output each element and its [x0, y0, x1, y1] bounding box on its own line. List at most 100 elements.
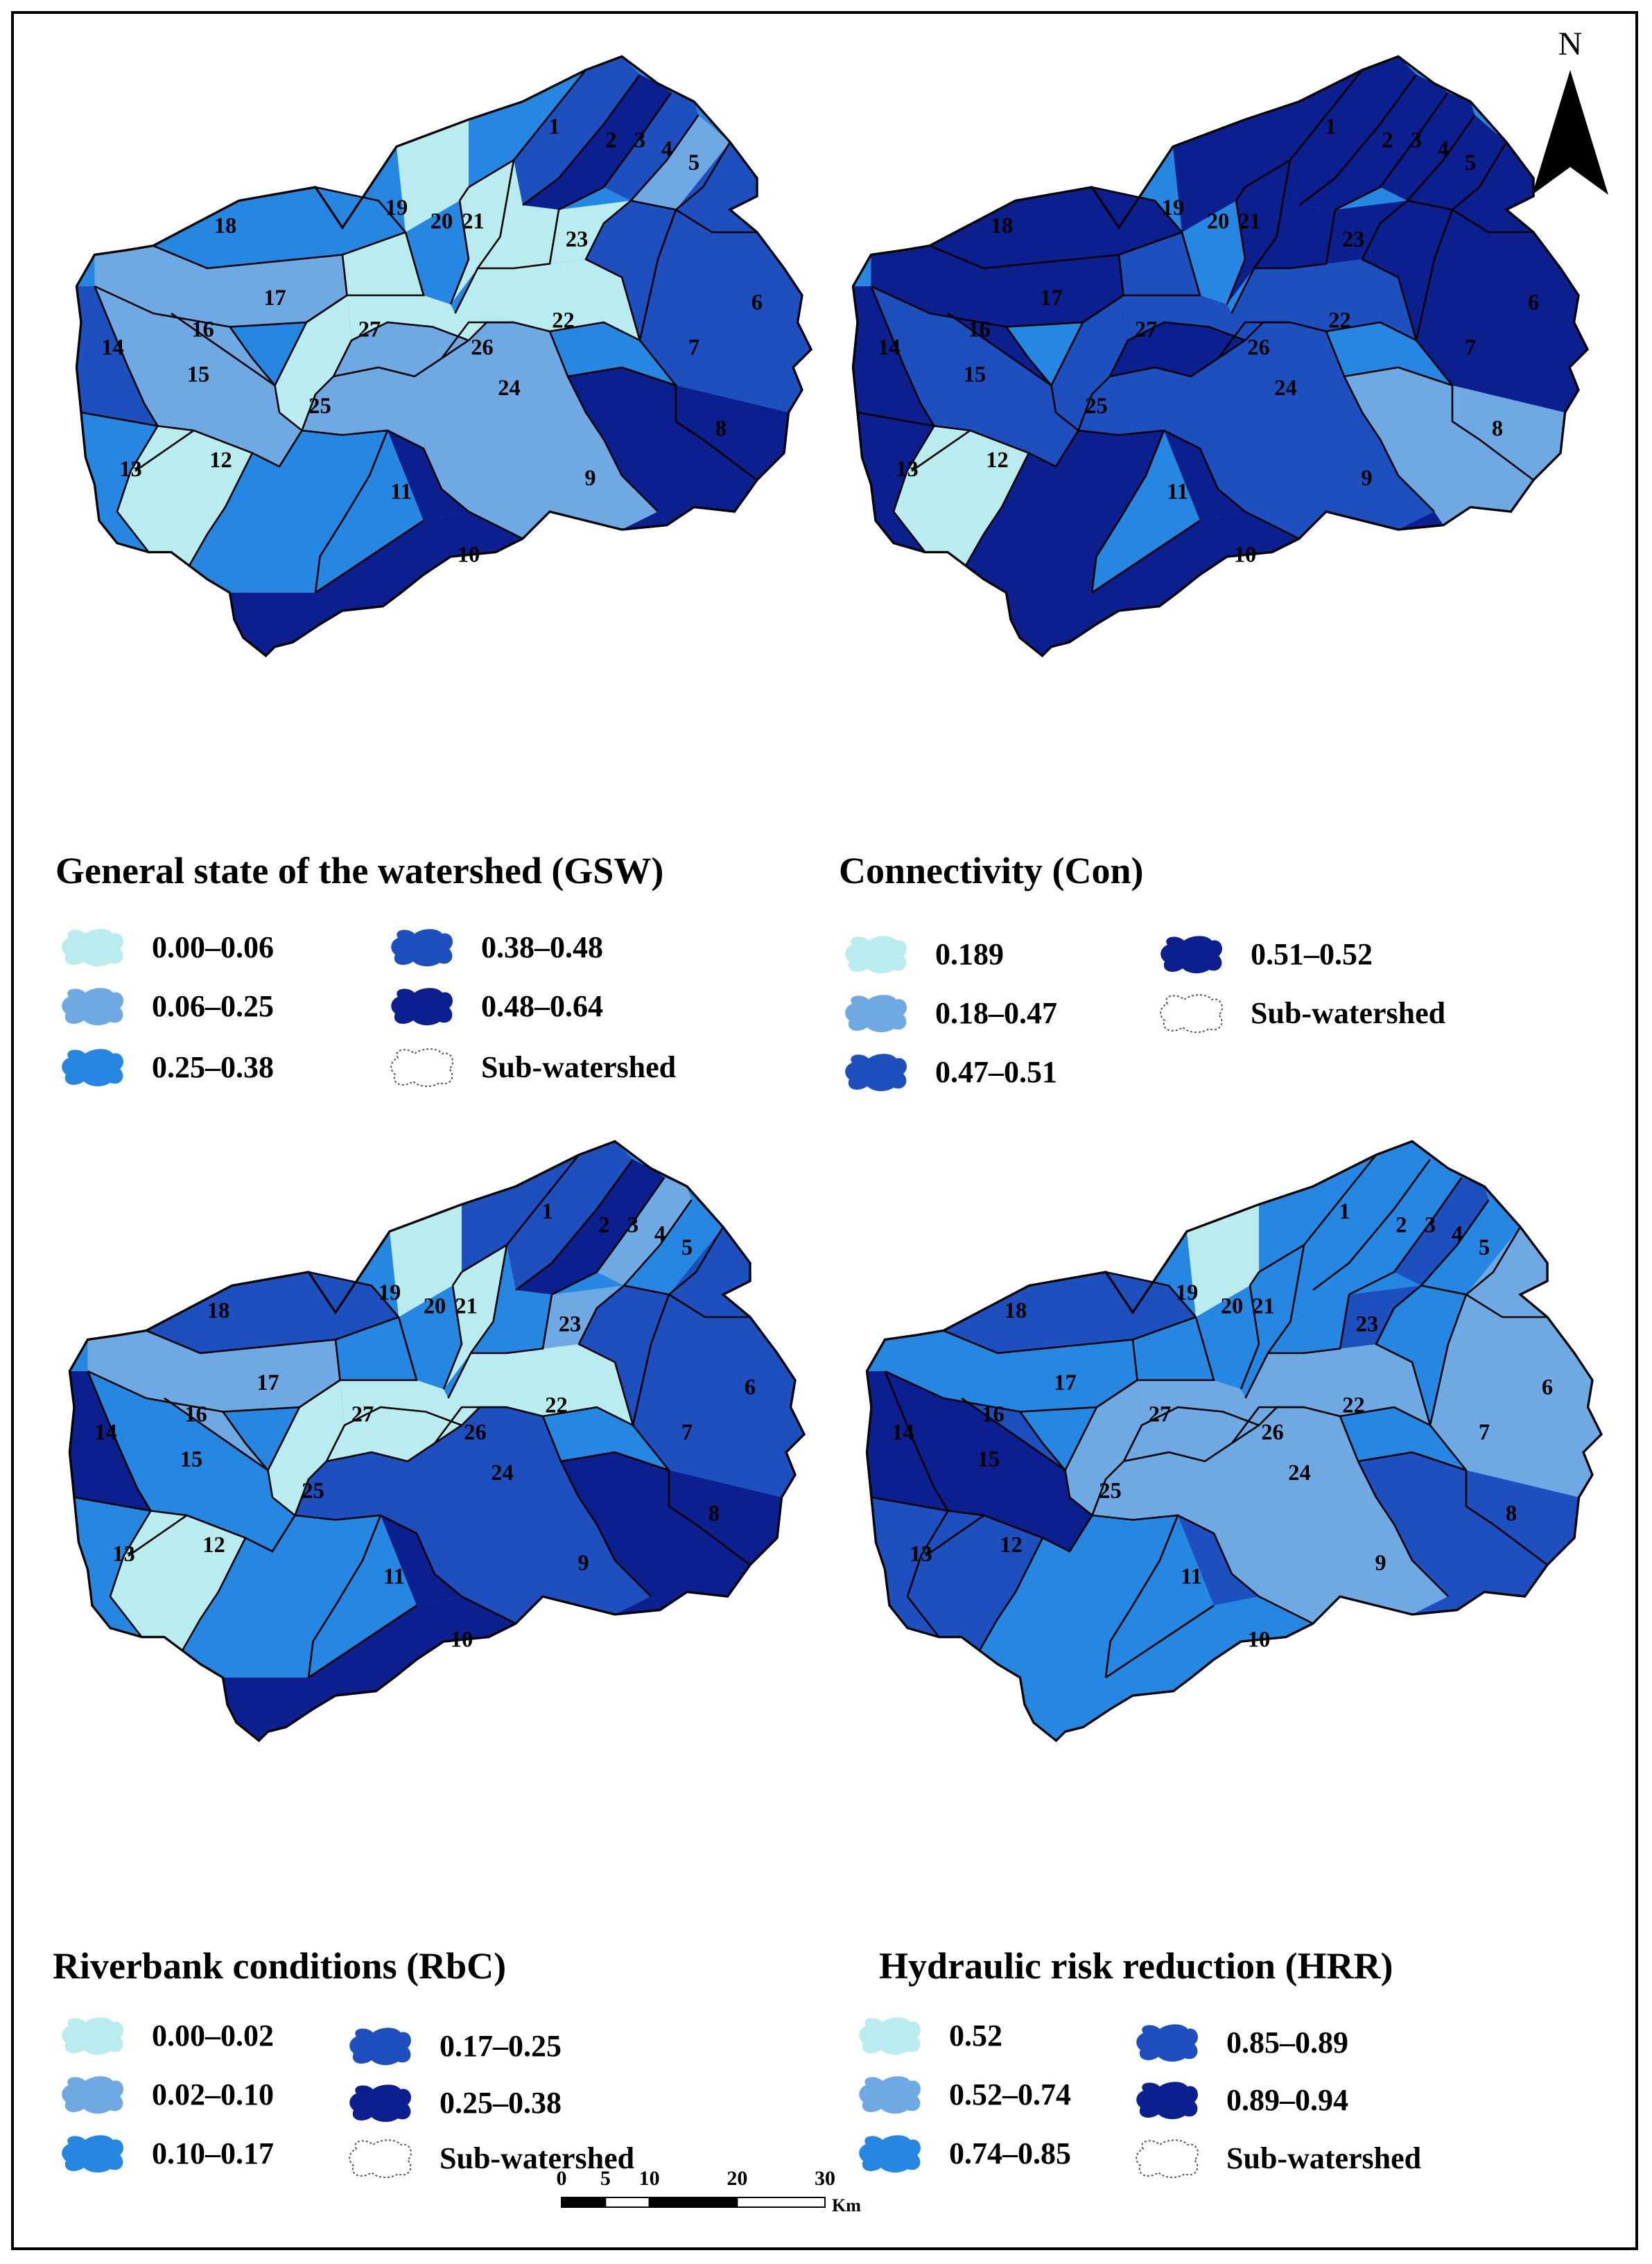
subwatershed-11[interactable] [980, 1515, 1178, 1678]
subwatershed-6[interactable] [1430, 1227, 1601, 1497]
subwatershed-label-12: 12 [202, 1533, 225, 1558]
subwatershed-17[interactable] [94, 245, 347, 327]
subwatershed-8[interactable] [568, 367, 789, 525]
subwatershed-5[interactable] [1421, 1200, 1520, 1295]
subwatershed-19[interactable] [397, 119, 469, 233]
subwatershed-19[interactable] [390, 1204, 462, 1318]
subwatershed-24[interactable] [295, 1407, 651, 1623]
north-arrow: N [1525, 25, 1615, 205]
subwatershed-6[interactable] [632, 1227, 804, 1497]
subwatershed-22[interactable] [340, 1344, 633, 1425]
subwatershed-26[interactable] [333, 322, 469, 376]
subwatershed-20[interactable] [444, 1245, 507, 1389]
subwatershed-25[interactable] [1051, 295, 1129, 430]
subwatershed-17[interactable] [87, 1330, 340, 1412]
subwatershed-13[interactable] [858, 412, 934, 552]
subwatershed-17[interactable] [885, 1330, 1138, 1412]
subwatershed-13[interactable] [871, 1497, 948, 1637]
subwatershed-22[interactable] [1137, 1344, 1431, 1425]
sub-watershed-swatch-icon [390, 1048, 453, 1087]
subwatershed-10[interactable] [223, 1596, 516, 1741]
subwatershed-18[interactable] [930, 187, 1182, 268]
legend-label: Sub-watershed [1251, 995, 1446, 1030]
subwatershed-15[interactable] [871, 286, 1079, 467]
subwatershed-15[interactable] [885, 1371, 1093, 1551]
subwatershed-19[interactable] [1173, 119, 1245, 233]
subwatershed-24[interactable] [1092, 1407, 1449, 1623]
subwatershed-6[interactable] [1416, 142, 1588, 412]
subwatershed-11[interactable] [189, 430, 388, 593]
subwatershed-4[interactable] [597, 1177, 692, 1286]
subwatershed-8[interactable] [1344, 367, 1565, 525]
subwatershed-10[interactable] [1020, 1596, 1314, 1741]
subwatershed-10[interactable] [1006, 512, 1300, 656]
subwatershed-14[interactable] [867, 1371, 948, 1511]
subwatershed-24[interactable] [302, 322, 658, 539]
subwatershed-26[interactable] [327, 1407, 462, 1461]
subwatershed-label-3: 3 [1411, 128, 1422, 153]
subwatershed-2[interactable] [1304, 1141, 1430, 1291]
subwatershed-25[interactable] [1065, 1380, 1142, 1515]
subwatershed-boundary [560, 1451, 670, 1472]
subwatershed-22[interactable] [1123, 259, 1417, 340]
subwatershed-5[interactable] [630, 115, 730, 210]
subwatershed-22[interactable] [347, 259, 640, 340]
subwatershed-20[interactable] [1241, 1245, 1304, 1389]
subwatershed-4[interactable] [1380, 92, 1475, 201]
subwatershed-4[interactable] [1394, 1177, 1489, 1286]
subwatershed-3[interactable] [523, 74, 672, 210]
subwatershed-label-15: 15 [977, 1447, 1000, 1472]
subwatershed-18[interactable] [944, 1272, 1196, 1353]
subwatershed-16[interactable] [153, 313, 275, 385]
legend-swatch-icon [859, 2076, 921, 2114]
subwatershed-boundary [623, 1199, 693, 1287]
subwatershed-20[interactable] [451, 160, 514, 304]
legend-item: 0.38–0.48 [388, 925, 603, 968]
subwatershed-boundary [188, 452, 254, 566]
subwatershed-16[interactable] [944, 1398, 1066, 1470]
subwatershed-11[interactable] [966, 430, 1164, 593]
subwatershed-label-16: 16 [184, 1402, 207, 1427]
subwatershed-label-24: 24 [1288, 1461, 1311, 1486]
subwatershed-18[interactable] [153, 187, 406, 268]
subwatershed-label-5: 5 [681, 1235, 693, 1260]
subwatershed-6[interactable] [639, 142, 811, 412]
subwatershed-5[interactable] [623, 1200, 723, 1295]
subwatershed-2[interactable] [514, 56, 640, 206]
subwatershed-4[interactable] [604, 92, 699, 201]
subwatershed-14[interactable] [69, 1371, 151, 1511]
subwatershed-boundary [1407, 114, 1476, 202]
subwatershed-boundary [1298, 73, 1418, 207]
subwatershed-5[interactable] [1407, 115, 1506, 210]
subwatershed-3[interactable] [1313, 1159, 1462, 1295]
subwatershed-13[interactable] [74, 1497, 151, 1637]
subwatershed-8[interactable] [1358, 1452, 1579, 1610]
subwatershed-16[interactable] [146, 1398, 268, 1470]
subwatershed-20[interactable] [1227, 160, 1290, 304]
subwatershed-13[interactable] [81, 412, 158, 552]
subwatershed-24[interactable] [1078, 322, 1435, 539]
subwatershed-2[interactable] [507, 1141, 633, 1291]
subwatershed-10[interactable] [229, 512, 523, 656]
subwatershed-15[interactable] [87, 1371, 295, 1551]
subwatershed-16[interactable] [930, 313, 1052, 385]
subwatershed-14[interactable] [853, 286, 934, 426]
subwatershed-boundary [1019, 1411, 1071, 1498]
subwatershed-3[interactable] [516, 1159, 665, 1295]
subwatershed-boundary [549, 321, 641, 342]
subwatershed-label-23: 23 [1356, 1312, 1379, 1336]
subwatershed-3[interactable] [1299, 74, 1448, 210]
subwatershed-19[interactable] [1187, 1204, 1259, 1318]
subwatershed-18[interactable] [146, 1272, 399, 1353]
subwatershed-25[interactable] [268, 1380, 345, 1515]
subwatershed-15[interactable] [94, 286, 302, 467]
subwatershed-11[interactable] [182, 1515, 381, 1678]
subwatershed-25[interactable] [275, 295, 351, 430]
subwatershed-17[interactable] [871, 245, 1124, 327]
subwatershed-26[interactable] [1110, 322, 1245, 376]
subwatershed-26[interactable] [1124, 1407, 1259, 1461]
subwatershed-14[interactable] [76, 286, 158, 426]
subwatershed-8[interactable] [561, 1452, 782, 1610]
subwatershed-2[interactable] [1290, 56, 1416, 206]
